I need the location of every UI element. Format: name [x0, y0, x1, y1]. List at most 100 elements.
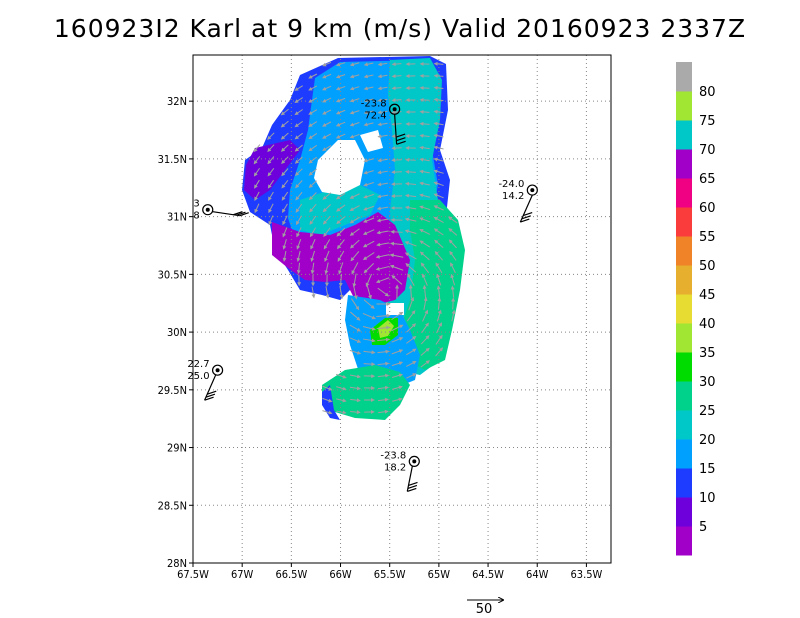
- colorbar-swatch: [676, 323, 692, 353]
- wind-vector: [268, 191, 274, 201]
- wind-vector: [448, 239, 457, 249]
- wind-vector: [295, 180, 303, 189]
- wind-vector: [362, 252, 375, 261]
- wind-vector: [323, 227, 331, 238]
- wind-vector: [405, 263, 417, 273]
- wind-vector: [349, 133, 360, 139]
- wind-vector: [377, 122, 388, 127]
- wind-vector: [376, 242, 389, 247]
- wind-vector: [335, 62, 346, 67]
- wind-vector: [363, 362, 376, 367]
- wind-vector: [419, 97, 430, 102]
- wind-vector: [324, 250, 330, 263]
- lon-tick-label: 67W: [231, 568, 254, 581]
- lat-tick-label: 29N: [167, 442, 187, 455]
- wind-vector: [294, 109, 303, 116]
- lat-tick-label: 30.5N: [158, 268, 187, 281]
- wind-vector: [391, 98, 402, 103]
- wind-vector: [433, 205, 444, 211]
- wind-vector: [437, 297, 442, 310]
- wind-vector: [363, 98, 374, 103]
- station-temperature: -23.8: [361, 98, 387, 109]
- wind-vector: [419, 229, 431, 235]
- wind-vector: [324, 262, 329, 275]
- wind-vector: [406, 336, 417, 344]
- wind-vector: [377, 74, 388, 79]
- wind-vector: [337, 250, 345, 262]
- colorbar-label: 55: [699, 230, 716, 245]
- wind-vector: [434, 251, 444, 261]
- wind-vector: [322, 73, 332, 79]
- colorbar: 5 10 15 20 25 30 35 40 45 50 55 60 65 70 75 80: [676, 62, 716, 556]
- wind-vector: [419, 109, 430, 114]
- wind-vector: [335, 121, 346, 127]
- colorbar-label: 70: [699, 143, 716, 158]
- wind-vector: [433, 169, 444, 174]
- wind-vector: [309, 215, 317, 225]
- wind-vector: [363, 86, 374, 91]
- wind-vector: [335, 192, 346, 200]
- colorbar-swatch: [676, 294, 692, 324]
- wind-vector: [282, 239, 287, 250]
- wind-vector: [349, 337, 362, 343]
- wind-vector: [338, 262, 344, 275]
- colorbar-label: 35: [699, 346, 716, 361]
- wind-barb-flag: [395, 133, 406, 138]
- station-dot: [205, 207, 210, 212]
- wind-barb-flag: [239, 212, 249, 217]
- lon-tick-label: 65W: [428, 568, 451, 581]
- vector-scale-label: 50: [476, 602, 493, 617]
- colorbar-label: 45: [699, 288, 716, 303]
- station-humidity: 18.2: [384, 462, 406, 473]
- dropsonde-station: -23.872.4: [361, 98, 406, 145]
- wind-vector: [391, 385, 403, 390]
- wind-vector: [338, 273, 343, 288]
- wind-vector: [420, 360, 430, 368]
- wind-vector: [435, 262, 443, 274]
- wind-vector: [390, 229, 403, 234]
- lat-tick-label: 30N: [167, 326, 187, 339]
- wind-vector: [349, 193, 360, 199]
- station-dot: [215, 368, 220, 373]
- wind-barb-flag: [396, 140, 406, 145]
- wind-vector: [336, 216, 346, 225]
- wind-vector: [351, 262, 359, 275]
- wind-vector: [433, 61, 444, 66]
- wind-vector: [253, 167, 260, 177]
- wind-vector: [294, 144, 303, 152]
- lon-tick-label: 66W: [329, 568, 352, 581]
- wind-vector: [451, 309, 456, 322]
- wind-vector: [308, 156, 318, 164]
- colorbar-swatch: [676, 352, 692, 382]
- wind-barb-flag: [205, 393, 216, 398]
- colorbar-label: 20: [699, 433, 716, 448]
- wind-vector: [322, 215, 331, 225]
- wind-vector: [389, 253, 404, 258]
- wind-vector: [339, 285, 344, 299]
- wind-vector: [377, 337, 390, 342]
- wind-vector: [294, 97, 303, 103]
- wind-vector: [406, 373, 417, 379]
- wind-vector: [433, 85, 444, 90]
- wind-barb-flag: [236, 211, 246, 216]
- wind-vector: [391, 361, 404, 367]
- wind-vector: [349, 86, 360, 91]
- wind-vector: [377, 158, 388, 163]
- colorbar-label: 75: [699, 114, 716, 129]
- band-south-blue: [322, 385, 340, 420]
- colorbar-swatch: [676, 178, 692, 208]
- station-humidity: 25.0: [187, 371, 209, 382]
- wind-vector: [419, 169, 430, 174]
- lat-tick-label: 28.5N: [158, 499, 187, 512]
- wind-vector: [419, 121, 430, 126]
- colorbar-label: 60: [699, 201, 716, 216]
- wind-vector: [281, 156, 289, 165]
- wind-vector: [378, 409, 389, 414]
- wind-vector: [377, 361, 390, 366]
- wind-vector: [282, 227, 288, 238]
- wind-vector: [419, 157, 430, 162]
- wind-vector: [311, 286, 316, 299]
- wind-vector: [419, 181, 430, 186]
- wind-vector: [363, 158, 374, 163]
